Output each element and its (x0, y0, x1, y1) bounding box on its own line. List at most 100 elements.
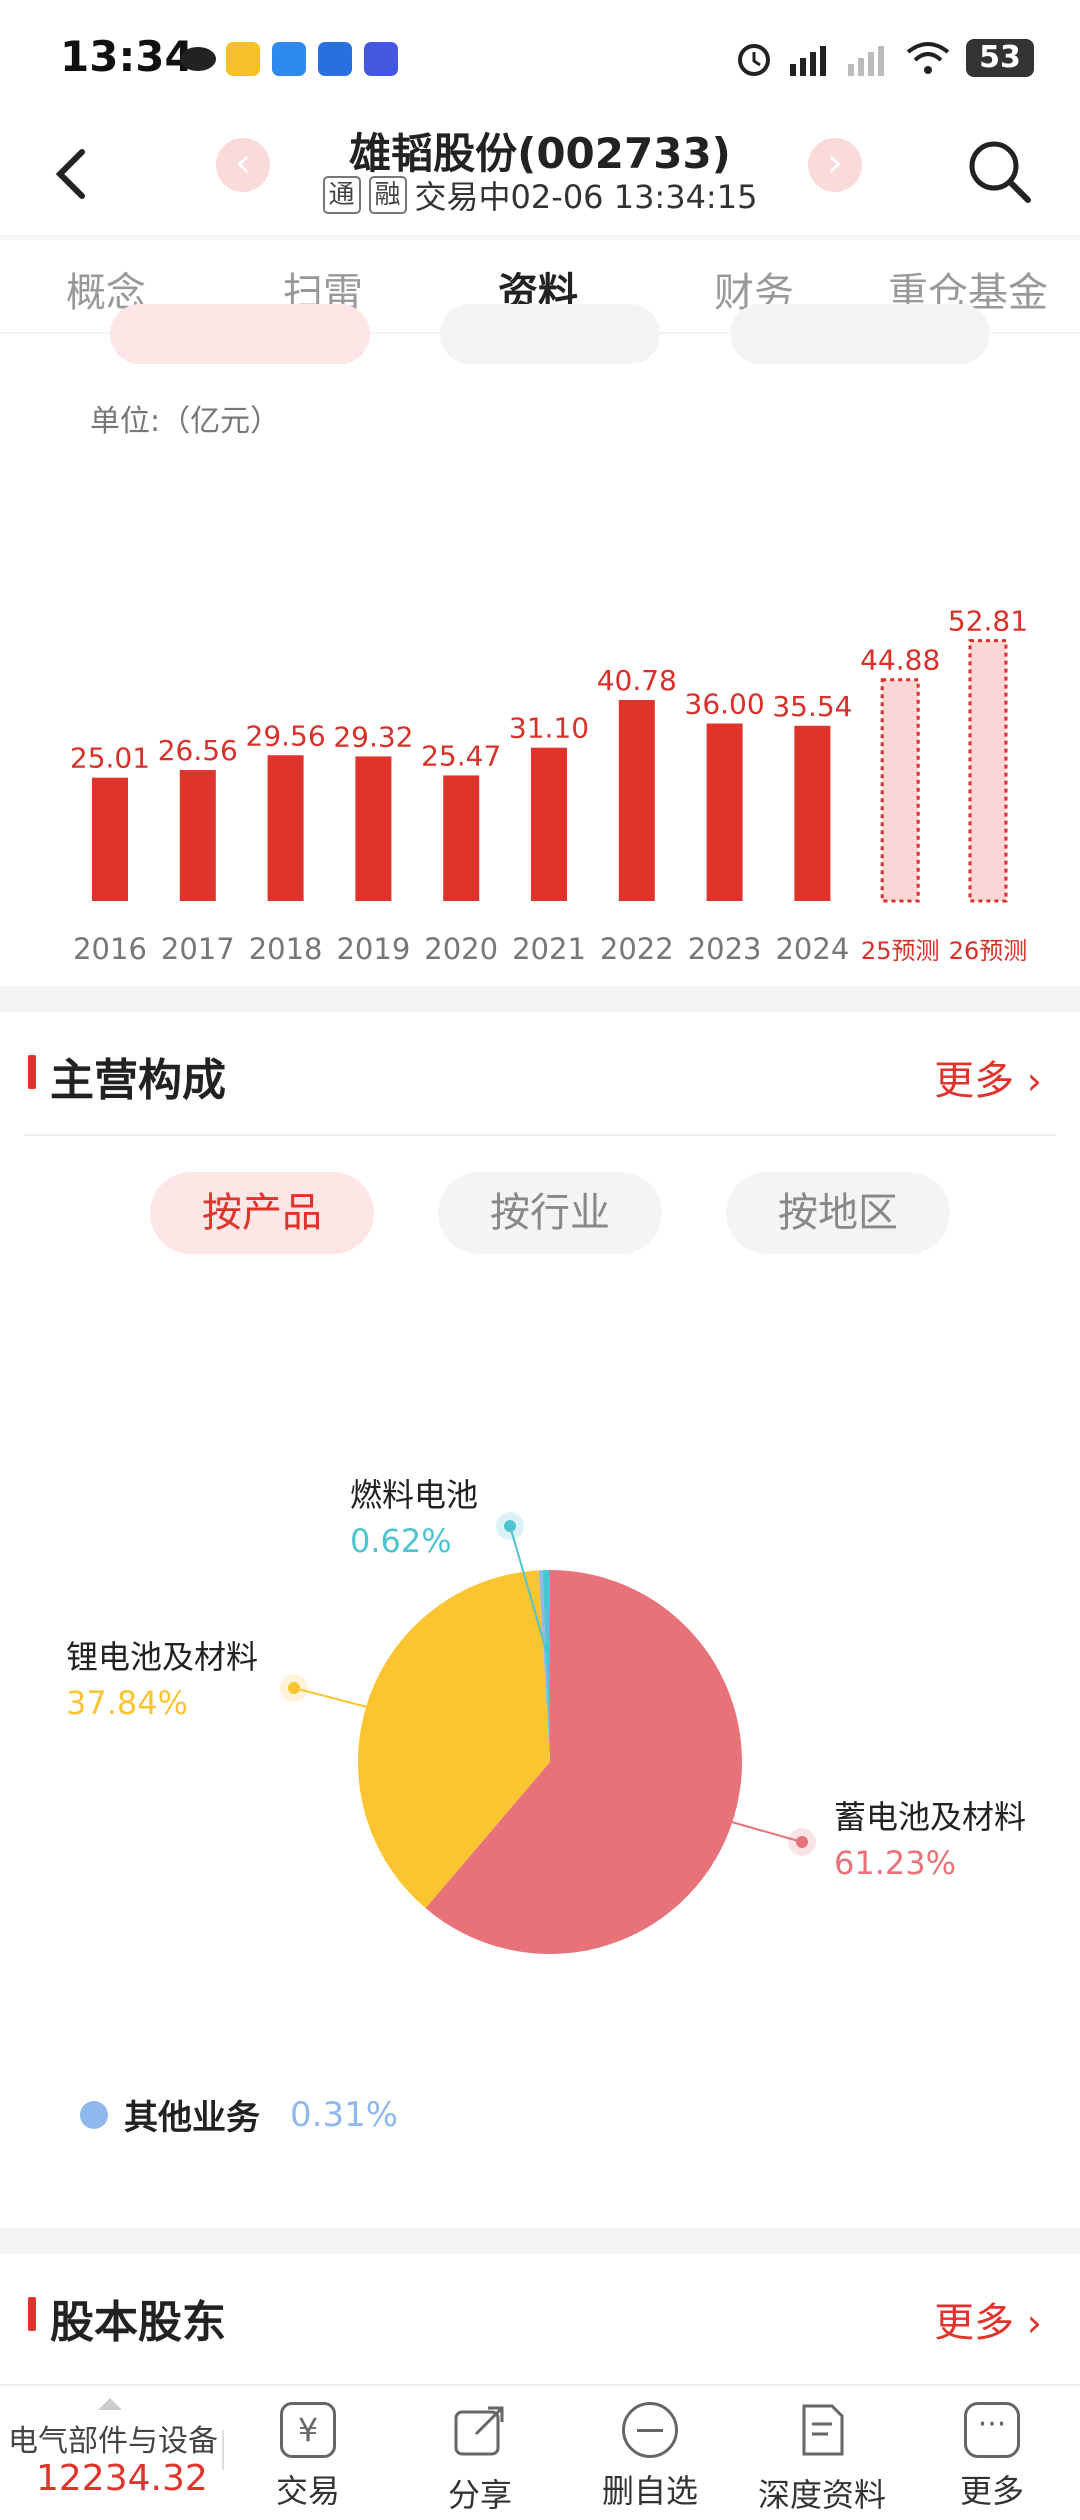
app-notification-icon (364, 42, 398, 76)
bottom-divider (222, 2430, 224, 2470)
bar-2024[interactable] (794, 725, 831, 901)
tag-tong: 通 (322, 176, 361, 214)
remove-watchlist-button[interactable]: 删自选 (580, 2402, 720, 2512)
share-label: 分享 (447, 2476, 512, 2514)
pie-label-lithium: 锂电池及材料 (66, 1638, 259, 1676)
filter-by-product[interactable]: 按产品 (150, 1172, 374, 1254)
bar-2018[interactable] (267, 755, 304, 901)
legend-other: 其他业务 0.31% (80, 2090, 398, 2139)
filter-by-region[interactable]: 按地区 (726, 1172, 950, 1254)
main-business-title: 主营构成 (50, 1055, 226, 1106)
divider (24, 1134, 1056, 1136)
pie-pct-lead-acid: 61.23% (834, 1844, 957, 1882)
x-tick-label: 2023 (688, 932, 762, 966)
share-button[interactable]: 分享 (410, 2402, 550, 2516)
sector-index-value[interactable]: 12234.32 (36, 2458, 208, 2499)
bar-2023[interactable] (706, 723, 743, 901)
pie-pct-lithium: 37.84% (66, 1684, 189, 1722)
bar-value-label: 36.00 (685, 688, 765, 721)
chart-unit-label: 单位:（亿元） (90, 404, 281, 439)
bar-26预测[interactable] (968, 639, 1008, 903)
pie-slice[interactable] (538, 1570, 550, 1762)
deep-info-button[interactable]: 深度资料 (752, 2402, 892, 2516)
stock-subtitle: 通 融 交易中02-06 13:34:15 (300, 172, 780, 218)
pie-pct-fuel-cell: 0.62% (350, 1522, 452, 1560)
bar-value-label: 25.47 (421, 739, 501, 772)
bar-value-label: 26.56 (158, 734, 238, 767)
prev-stock-icon[interactable]: ‹ (216, 138, 270, 192)
signal-5g-icon (790, 46, 826, 76)
filter-pill-partial (110, 304, 370, 364)
revenue-bar-chart: 25.01 2016 26.56 2017 29.56 2018 29.32 2019 25.4… (70, 605, 1028, 966)
bar-value-label: 40.78 (597, 664, 677, 697)
signal-icon (848, 46, 884, 76)
trade-label: 交易 (275, 2472, 340, 2510)
leader-line (293, 1687, 451, 1730)
bar-2017[interactable] (179, 770, 216, 901)
pie-slice[interactable] (542, 1570, 550, 1762)
revenue-chart-section: 单位:（亿元） 25.01 2016 26.56 2017 29.56 2018 29.32… (0, 304, 1080, 986)
alarm-icon (738, 44, 770, 76)
bar-2019[interactable] (355, 756, 392, 901)
document-icon (802, 2404, 844, 2456)
filter-by-industry[interactable]: 按行业 (438, 1172, 662, 1254)
trade-button[interactable]: ¥ 交易 (238, 2402, 378, 2512)
section-accent-bar (28, 1055, 36, 1089)
pie-label-fuel-cell: 燃料电池 (350, 1476, 479, 1514)
bar-2021[interactable] (531, 747, 567, 901)
leader-dot (288, 1682, 300, 1694)
main-business-more-link[interactable]: 更多 › (934, 1048, 1042, 1106)
x-tick-label: 2021 (512, 932, 586, 966)
pie-slice[interactable] (425, 1570, 742, 1954)
legend-dot (80, 2100, 108, 2129)
minus-icon (622, 2402, 678, 2458)
more-dots-icon: ··· (964, 2402, 1020, 2458)
bar-2022[interactable] (618, 699, 655, 901)
bar-2016[interactable] (92, 777, 128, 901)
bar-value-label: 25.01 (70, 742, 150, 775)
chevron-right-icon: › (1026, 2301, 1042, 2345)
app-notification-icon (272, 42, 306, 76)
yen-icon: ¥ (280, 2402, 336, 2458)
business-pie-chart (280, 1512, 816, 1954)
leader-line (648, 1797, 803, 1843)
app-notification-icon (226, 42, 260, 76)
pie-slice[interactable] (357, 1570, 550, 1909)
bar-2020[interactable] (443, 775, 480, 901)
leader-dot (504, 1520, 516, 1532)
caret-up-icon (98, 2398, 122, 2410)
more-label: 更多 (934, 1058, 1015, 1104)
bar-value-label: 29.56 (246, 719, 326, 752)
x-tick-label: 2020 (424, 932, 498, 966)
pie-label-lead-acid: 蓄电池及材料 (834, 1798, 1027, 1836)
app-notification-icon (180, 47, 216, 71)
legend-other-pct: 0.31% (290, 2094, 399, 2135)
bar-value-label: 29.32 (333, 720, 413, 753)
x-tick-label: 26预测 (949, 937, 1028, 965)
sector-index-name[interactable]: 电气部件与设备 (8, 2424, 218, 2459)
more-button[interactable]: ··· 更多 (922, 2402, 1062, 2512)
x-tick-label: 2024 (775, 932, 849, 966)
bar-value-label: 35.54 (772, 690, 852, 723)
status-icons: 53 (734, 34, 1034, 82)
x-tick-label: 2018 (249, 932, 323, 966)
bar-25预测[interactable] (880, 678, 920, 903)
more-label: 更多 (934, 2300, 1015, 2346)
x-tick-label: 2022 (600, 932, 674, 966)
bottom-action-bar: 电气部件与设备 12234.32 ¥ 交易 分享 删自选 深度资料 ··· 更多 (0, 2384, 1080, 2520)
legend-other-label: 其他业务 (124, 2098, 260, 2138)
x-tick-label: 2016 (73, 932, 147, 966)
bar-value-label: 52.81 (948, 605, 1028, 638)
stock-header: ‹ 雄韬股份(002733) 通 融 交易中02-06 13:34:15 › (0, 120, 1080, 235)
filter-pill-partial (440, 304, 660, 364)
next-stock-icon[interactable]: › (808, 138, 862, 192)
main-business-section: 主营构成 更多 › 按产品 按行业 按地区 燃料电池 0.62% 锂电池及材料 … (0, 1012, 1080, 2228)
chevron-right-icon: › (1026, 1059, 1042, 1103)
deep-info-label: 深度资料 (757, 2476, 886, 2514)
more-label: 更多 (959, 2472, 1024, 2510)
shareholders-more-link[interactable]: 更多 › (934, 2290, 1042, 2348)
trade-status: 交易中02-06 13:34:15 (414, 178, 758, 216)
bar-value-label: 31.10 (509, 712, 589, 745)
back-arrow-icon[interactable] (42, 132, 102, 212)
search-icon[interactable] (960, 132, 1040, 212)
